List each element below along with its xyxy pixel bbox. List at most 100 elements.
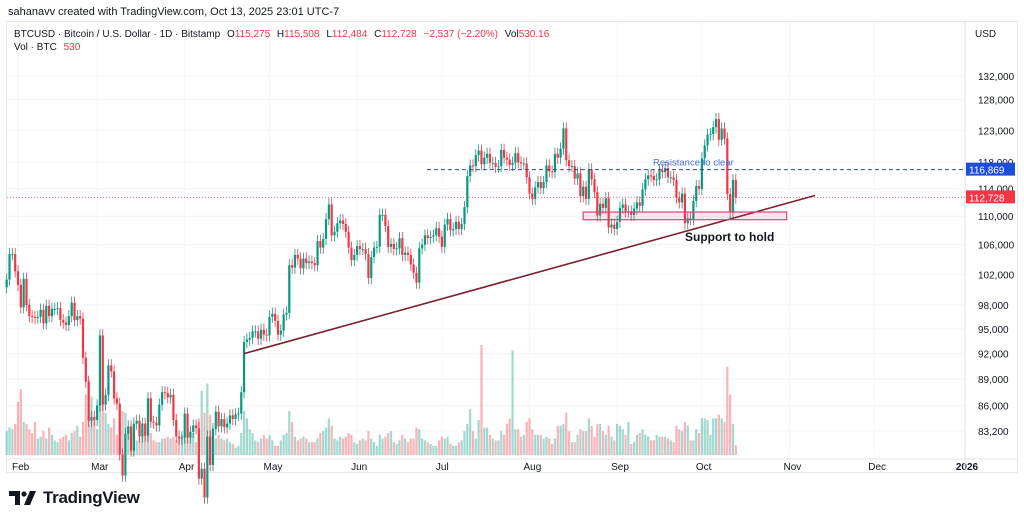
candle-body — [709, 134, 712, 136]
volume-bar — [73, 431, 76, 455]
volume-bar — [440, 436, 443, 455]
y-tick-label: 132,000 — [978, 72, 1015, 83]
volume-bar — [655, 434, 658, 455]
volume-bar — [11, 429, 14, 455]
chart-frame — [6, 21, 1018, 473]
candle-body — [206, 436, 209, 498]
candle-body — [316, 241, 319, 266]
candle-body — [254, 331, 257, 333]
volume-bar — [180, 434, 184, 455]
volume-bar — [610, 436, 613, 455]
candle-body — [452, 228, 455, 231]
candle-body — [341, 220, 345, 224]
candle-body — [16, 271, 20, 285]
candle-body — [327, 204, 330, 220]
candle-body — [282, 314, 285, 331]
candle-body — [446, 219, 449, 225]
volume-bar — [474, 438, 477, 455]
volume-bar — [395, 444, 398, 455]
volume-bar — [62, 436, 65, 455]
volume-bar — [392, 442, 395, 455]
candle-body — [155, 422, 158, 426]
candle-body — [596, 192, 599, 216]
volume-bar — [33, 422, 37, 455]
volume-bar — [432, 445, 435, 455]
candle-body — [381, 214, 384, 216]
volume-bar — [276, 445, 280, 455]
candle-body — [138, 420, 141, 437]
volume-bar — [613, 440, 616, 455]
candle-body — [19, 284, 22, 308]
candle-body — [209, 436, 212, 465]
volume-bar — [350, 434, 353, 455]
volume-bar — [50, 434, 54, 455]
candle-body — [336, 223, 339, 232]
candle-body — [262, 329, 265, 335]
candle-body — [36, 316, 39, 318]
candle-body — [638, 202, 641, 206]
volume-bar — [584, 431, 588, 455]
volume-bar — [144, 434, 147, 455]
candle-body — [418, 248, 421, 283]
volume-bar — [497, 440, 500, 455]
candle-body — [542, 182, 545, 189]
candle-body — [497, 166, 500, 168]
volume-bar — [93, 416, 96, 455]
candle-body — [672, 177, 675, 181]
volume-bar — [319, 433, 322, 455]
candle-body — [483, 157, 486, 165]
candle-body — [279, 330, 282, 335]
candle-body — [675, 180, 678, 198]
candle-body — [616, 221, 619, 229]
volume-bar — [358, 440, 362, 455]
volume-bar — [262, 434, 265, 455]
candle-body — [124, 433, 127, 476]
y-tick-label: 95,000 — [978, 325, 1009, 336]
volume-bar — [254, 440, 257, 455]
candle-body — [440, 236, 443, 247]
candle-body — [64, 322, 68, 325]
volume-bar — [712, 418, 715, 455]
y-tick-label: 110,000 — [978, 212, 1014, 223]
x-tick-label: Jun — [351, 462, 367, 473]
volume-bar — [500, 431, 503, 455]
x-tick-label: 2026 — [956, 462, 979, 473]
volume-bar — [556, 425, 559, 455]
candle-body — [115, 398, 119, 404]
candle-body — [525, 163, 528, 178]
candle-body — [42, 309, 45, 324]
volume-bar — [536, 434, 540, 455]
candle-body — [514, 153, 517, 163]
candle-body — [127, 426, 130, 434]
candle-body — [536, 182, 540, 188]
candle-body — [324, 219, 328, 239]
volume-series-title[interactable]: Vol · BTC — [14, 42, 57, 53]
last-price-label: 112,728 — [969, 193, 1005, 204]
candle-body — [361, 249, 364, 251]
candle-body — [491, 162, 494, 164]
tradingview-logo[interactable]: TradingView — [9, 488, 140, 508]
candle-body — [729, 194, 732, 213]
candle-body — [471, 165, 475, 167]
volume-bar — [8, 427, 11, 455]
x-tick-label: Dec — [868, 462, 886, 473]
volume-bar — [333, 438, 336, 455]
volume-bar — [31, 433, 34, 455]
candle-body — [372, 247, 376, 258]
candle-body — [635, 202, 638, 209]
volume-bar — [375, 445, 379, 455]
volume-bar — [240, 433, 243, 455]
candle-body — [655, 179, 658, 181]
volume-bar — [47, 427, 51, 455]
volume-bar — [576, 434, 579, 455]
volume-bar — [302, 436, 305, 455]
y-tick-label: 106,000 — [978, 241, 1015, 252]
volume-bar — [409, 438, 412, 455]
symbol-title[interactable]: BTCUSD · Bitcoin / U.S. Dollar · 1D · Bi… — [14, 29, 221, 40]
candle-body — [508, 159, 511, 165]
volume-bar — [387, 433, 390, 455]
volume-bar — [514, 429, 517, 455]
candle-body — [432, 235, 435, 237]
volume-bar — [163, 438, 167, 455]
